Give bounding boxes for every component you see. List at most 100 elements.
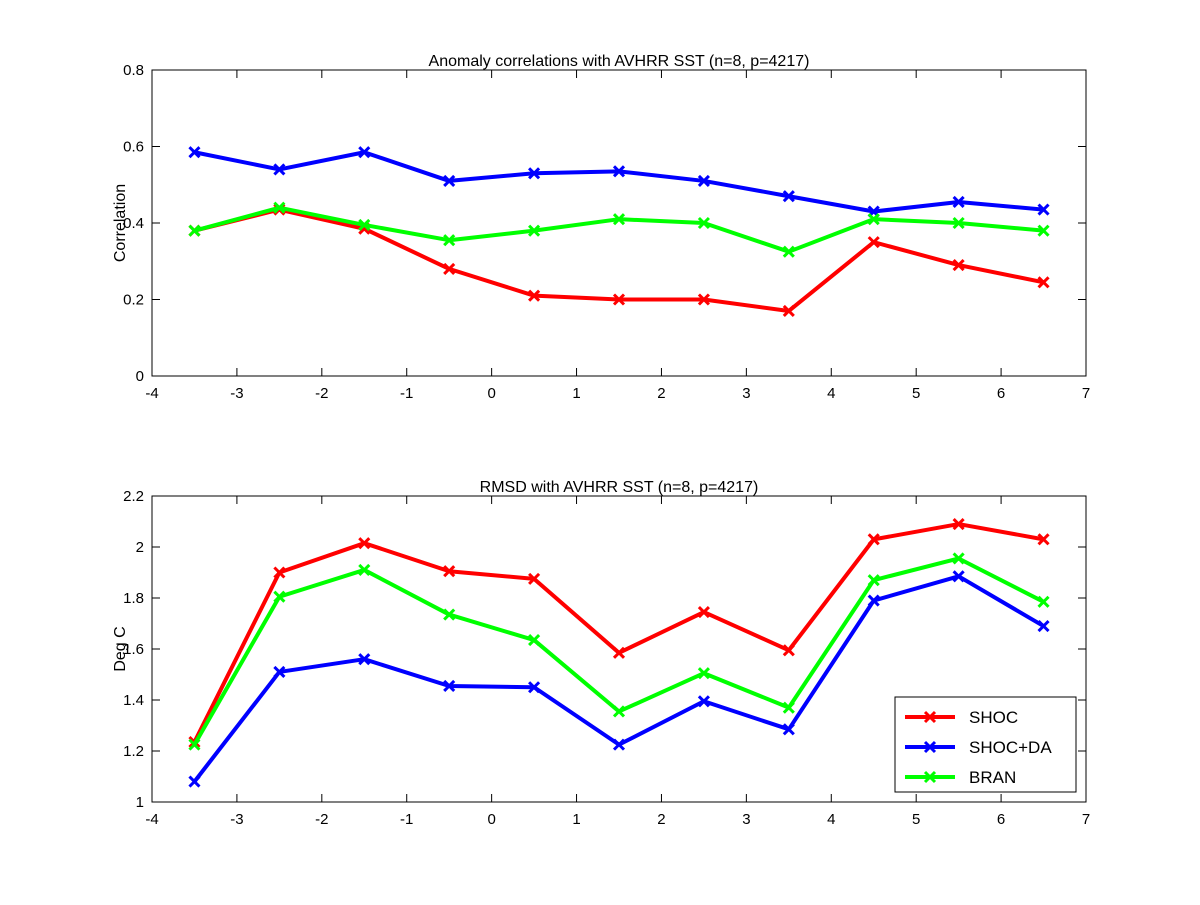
series-point-2 (952, 570, 965, 583)
series-point-2 (697, 695, 710, 708)
x-tick-label: 1 (572, 385, 580, 402)
point-marker-stroke (1037, 595, 1050, 608)
point-marker-stroke (358, 563, 371, 577)
y-axis-label: Deg C (112, 626, 129, 671)
series-point-1 (528, 289, 541, 302)
point-marker-stroke (952, 570, 965, 583)
x-tick-label: -2 (315, 385, 328, 402)
point-marker-stroke (358, 218, 371, 231)
x-tick-label: -3 (230, 811, 243, 828)
x-tick-label: 4 (827, 811, 835, 828)
point-marker-stroke (273, 665, 286, 679)
x-tick-label: 6 (997, 811, 1005, 828)
series-point-3 (952, 552, 965, 565)
legend-marker (923, 770, 937, 784)
series-point-1 (612, 293, 626, 306)
x-tick-label: 3 (742, 385, 750, 402)
y-tick-label: 1.4 (123, 692, 144, 709)
point-marker-stroke (697, 667, 710, 680)
series-point-2 (697, 174, 710, 187)
point-marker-stroke (612, 738, 626, 751)
y-tick-label: 1 (136, 794, 144, 811)
x-tick-label: 5 (912, 811, 920, 828)
series-point-3 (1037, 595, 1050, 608)
point-marker-stroke (867, 594, 880, 607)
x-tick-label: 0 (487, 811, 495, 828)
x-tick-label: 2 (657, 811, 665, 828)
legend-label: BRAN (969, 768, 1016, 787)
series-point-1 (1037, 276, 1050, 289)
series-point-1 (782, 304, 795, 318)
series-point-3 (358, 218, 371, 231)
point-marker-stroke (952, 216, 965, 230)
y-tick-label: 0.4 (123, 215, 144, 232)
x-tick-label: -3 (230, 385, 243, 402)
y-tick-label: 0.6 (123, 139, 144, 156)
x-tick-label: 0 (487, 385, 495, 402)
point-marker-stroke (528, 289, 541, 302)
series-point-1 (443, 565, 456, 578)
series-point-1 (867, 236, 880, 249)
point-marker-stroke (867, 236, 880, 249)
series-point-3 (867, 574, 880, 587)
y-tick-label: 2.2 (123, 488, 144, 505)
series-point-3 (867, 213, 880, 226)
series-point-1 (1037, 533, 1050, 546)
y-tick-label: 0 (136, 368, 144, 385)
series-point-3 (697, 667, 710, 680)
y-tick-label: 0.2 (123, 292, 144, 309)
series-point-3 (358, 563, 371, 577)
series-point-1 (867, 533, 880, 546)
point-marker-stroke (273, 163, 286, 176)
point-marker-stroke (612, 165, 626, 178)
point-marker-stroke (697, 216, 710, 230)
y-tick-label: 0.8 (123, 62, 144, 79)
point-marker-stroke (782, 644, 795, 657)
point-marker-stroke (782, 245, 795, 258)
x-tick-label: -4 (145, 385, 158, 402)
point-marker-stroke (782, 723, 795, 736)
series-point-3 (697, 216, 710, 230)
point-marker-stroke (528, 572, 541, 585)
chart-panel-2: -4 -3 -2 -1 0 1 2 3 4 5 6 7 1 1.2 1.4 1.6 1.8 2 2.2 RMSD wi… (112, 479, 1090, 828)
series-point-3 (952, 216, 965, 230)
point-marker-stroke (697, 293, 710, 306)
series-point-2 (782, 723, 795, 736)
point-marker-stroke (443, 608, 456, 621)
series-point-3 (188, 224, 201, 237)
point-marker-stroke (612, 293, 626, 306)
point-marker-stroke (612, 646, 626, 659)
point-marker-stroke (612, 705, 626, 718)
point-marker-stroke (697, 605, 710, 619)
y-tick-label: 2 (136, 539, 144, 556)
series-point-3 (612, 705, 626, 718)
series-point-3 (528, 634, 541, 647)
legend-item-2: SHOC+DA (905, 738, 1052, 757)
series-point-2 (188, 775, 201, 788)
point-marker-stroke (782, 190, 795, 203)
point-marker-stroke (528, 681, 541, 694)
point-marker-stroke (697, 695, 710, 708)
series-point-3 (443, 234, 456, 247)
point-marker-stroke (952, 517, 965, 531)
series-point-2 (358, 653, 371, 666)
point-marker-stroke (358, 653, 371, 666)
series-point-2 (273, 665, 286, 679)
point-marker-stroke (528, 224, 541, 237)
point-marker-stroke (697, 174, 710, 187)
point-marker-stroke (188, 775, 201, 788)
series-point-2 (1037, 619, 1050, 633)
series-point-3 (782, 701, 795, 714)
series-point-2 (358, 146, 371, 159)
point-marker-stroke (612, 213, 626, 226)
point-marker-stroke (358, 146, 371, 159)
point-marker-stroke (1037, 203, 1050, 216)
point-marker-stroke (1037, 224, 1050, 237)
x-tick-label: 7 (1082, 385, 1090, 402)
series-point-3 (1037, 224, 1050, 237)
x-tick-label: -1 (400, 811, 413, 828)
point-marker-stroke (443, 262, 456, 275)
series-point-2 (612, 738, 626, 751)
